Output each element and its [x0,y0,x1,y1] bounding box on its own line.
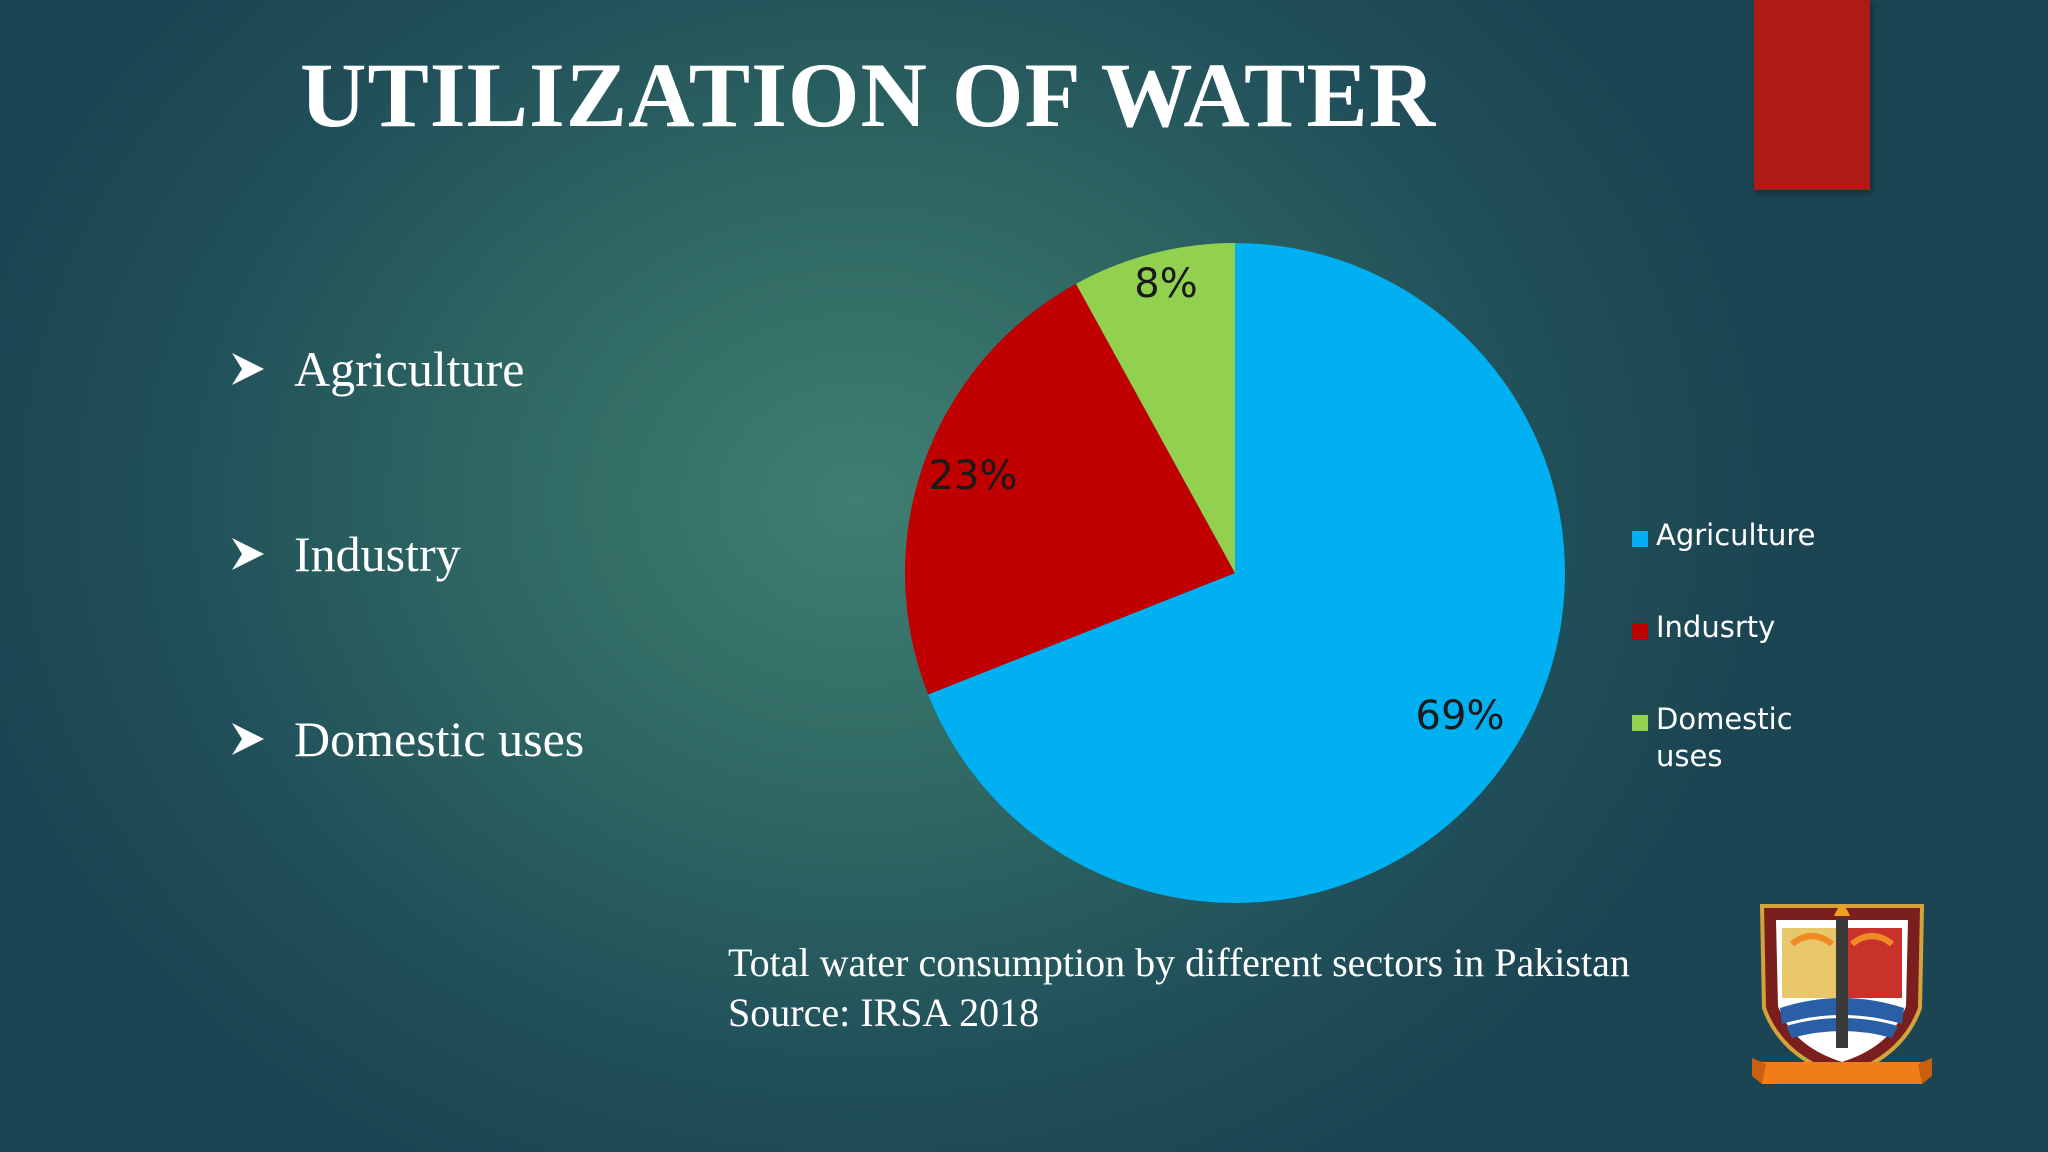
bullet-label: Industry [294,526,461,582]
pie-slice-domestic-uses [1076,243,1235,573]
arrowhead-bullet-icon [232,538,264,570]
legend-swatch [1632,531,1648,547]
legend-label: Indusrty [1656,610,1775,644]
bullet-item-industry: Industry [228,525,461,583]
university-crest-logo [1752,904,1932,1084]
legend-label: Domestic [1656,702,1793,736]
chart-caption: Total water consumption by different sec… [728,938,1630,1038]
legend-label: uses [1656,739,1722,773]
data-label-agriculture: 69% [1416,693,1505,739]
caption-line-2: Source: IRSA 2018 [728,990,1040,1035]
legend-swatch [1632,715,1648,731]
caption-line-1: Total water consumption by different sec… [728,940,1630,985]
pie-slice-agriculture [928,243,1565,903]
bullet-item-domestic: Domestic uses [228,710,584,768]
accent-bar [1754,0,1870,190]
data-label-indusrty: 23% [929,453,1018,499]
pie-slice-indusrty [905,283,1235,695]
bullet-label: Agriculture [294,341,525,397]
arrowhead-bullet-icon [232,723,264,755]
arrowhead-bullet-icon [232,353,264,385]
bullet-label: Domestic uses [294,711,585,767]
data-label-domestic-uses: 8% [1134,261,1197,307]
bullet-item-agriculture: Agriculture [228,340,524,398]
legend-label: Agriculture [1656,518,1816,552]
legend-swatch [1632,623,1648,639]
slide-title: UTILIZATION OF WATER [300,44,1437,146]
